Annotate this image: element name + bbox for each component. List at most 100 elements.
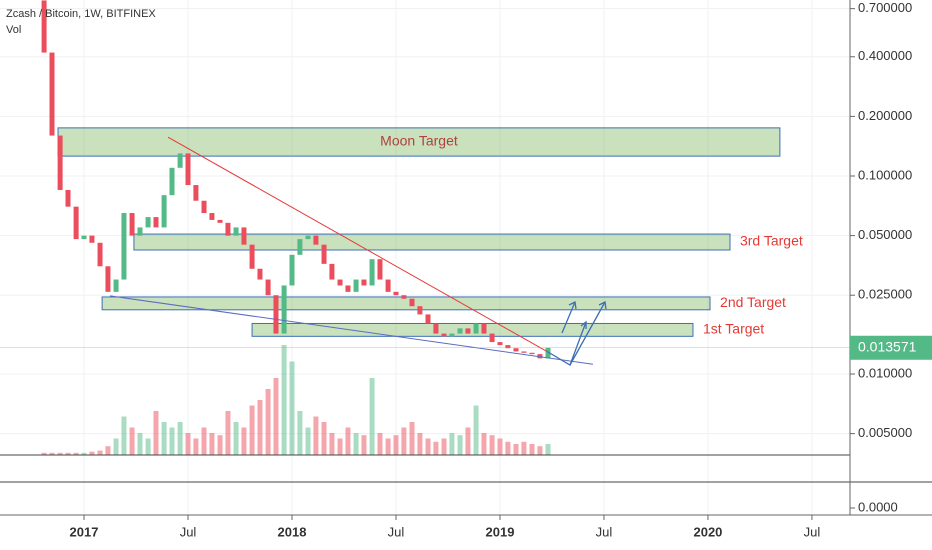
- candle-body: [57, 135, 63, 190]
- candle-body: [73, 206, 79, 240]
- x-tick-label: Jul: [596, 524, 613, 539]
- volume-bar: [105, 446, 111, 455]
- volume-bar: [225, 411, 231, 455]
- trendline: [109, 295, 594, 365]
- candle-body: [481, 323, 487, 334]
- candle-body: [545, 347, 551, 359]
- y-tick-label: 0.010000: [858, 365, 912, 380]
- volume-bar: [473, 405, 479, 455]
- volume-label: Vol: [6, 24, 21, 36]
- candle-body: [297, 239, 303, 255]
- candle-body: [169, 167, 175, 196]
- candle-body: [353, 279, 359, 292]
- volume-bar: [129, 427, 135, 455]
- volume-bar: [241, 427, 247, 455]
- volume-bar: [73, 452, 79, 455]
- candle-body: [313, 235, 319, 245]
- volume-bar: [281, 345, 287, 455]
- candle-body: [177, 153, 183, 168]
- volume-bar: [257, 400, 263, 455]
- candle-body: [193, 185, 199, 201]
- candle-body: [369, 259, 375, 286]
- zone-label: 3rd Target: [740, 233, 803, 249]
- candle-body: [457, 328, 463, 334]
- volume-bar: [385, 438, 391, 455]
- y-tick-label: 0.025000: [858, 287, 912, 302]
- volume-bar: [273, 378, 279, 455]
- volume-bar: [153, 411, 159, 455]
- x-tick-label: Jul: [804, 524, 821, 539]
- volume-layer: [41, 345, 551, 455]
- candle-body: [225, 222, 231, 236]
- candle-body: [505, 345, 511, 349]
- candle-body: [537, 354, 543, 359]
- volume-bar: [265, 389, 271, 455]
- volume-bar: [137, 433, 143, 455]
- volume-bar: [81, 452, 87, 455]
- volume-bar: [361, 435, 367, 455]
- volume-bar: [545, 444, 551, 455]
- volume-bar: [41, 452, 47, 455]
- volume-bar: [177, 422, 183, 455]
- arrow-head: [568, 301, 577, 310]
- candle-body: [265, 279, 271, 296]
- volume-bar: [425, 438, 431, 455]
- volume-bar: [49, 452, 55, 455]
- target-zone: [133, 233, 731, 251]
- candle-body: [217, 219, 223, 223]
- volume-bar: [65, 452, 71, 455]
- candle-body: [329, 263, 335, 280]
- y-tick-label: 0.100000: [858, 167, 912, 182]
- candle-body: [409, 298, 415, 307]
- candle-body: [449, 333, 455, 337]
- volume-bar: [521, 441, 527, 455]
- x-tick-label: 2020: [693, 524, 722, 539]
- candle-body: [185, 153, 191, 186]
- candle-layer: [41, 0, 551, 359]
- candle-body: [41, 0, 47, 53]
- volume-bar: [497, 438, 503, 455]
- volume-bar: [289, 361, 295, 455]
- candle-body: [425, 314, 431, 324]
- y-tick-label: 0.005000: [858, 425, 912, 440]
- last-price-box: [850, 335, 932, 360]
- candle-body: [233, 227, 239, 236]
- volume-bar: [433, 441, 439, 455]
- candle-body: [497, 342, 503, 346]
- candle-body: [121, 213, 127, 280]
- candle-body: [417, 306, 423, 315]
- candle-body: [441, 333, 447, 337]
- candle-body: [321, 244, 327, 264]
- candle-body: [273, 295, 279, 334]
- volume-bar: [57, 452, 63, 455]
- candle-body: [201, 200, 207, 214]
- volume-bar: [393, 435, 399, 455]
- target-zone: [251, 322, 694, 337]
- volume-bar: [121, 416, 127, 455]
- volume-bar: [449, 433, 455, 455]
- zone-label: Moon Target: [380, 133, 458, 149]
- candle-body: [65, 189, 71, 207]
- zone-label: 2nd Target: [720, 294, 786, 310]
- candle-body: [49, 52, 55, 136]
- volume-bar: [401, 427, 407, 455]
- candle-body: [281, 285, 287, 334]
- volume-bar: [345, 427, 351, 455]
- volume-bar: [353, 433, 359, 455]
- volume-bar: [337, 438, 343, 455]
- candle-body: [385, 279, 391, 292]
- candle-body: [105, 266, 111, 292]
- volume-bar: [217, 435, 223, 455]
- x-tick-label: 2017: [70, 524, 99, 539]
- chart-title: Zcash / Bitcoin, 1W, BITFINEX: [6, 8, 156, 20]
- candle-body: [393, 291, 399, 296]
- last-price-label: 0.013571: [858, 338, 917, 354]
- volume-bar: [377, 433, 383, 455]
- candle-body: [433, 323, 439, 334]
- candle-body: [129, 213, 135, 236]
- candle-body: [161, 195, 167, 228]
- y-tick-label: 0.0000: [858, 499, 898, 514]
- candle-body: [337, 279, 343, 286]
- x-tick-label: Jul: [180, 524, 197, 539]
